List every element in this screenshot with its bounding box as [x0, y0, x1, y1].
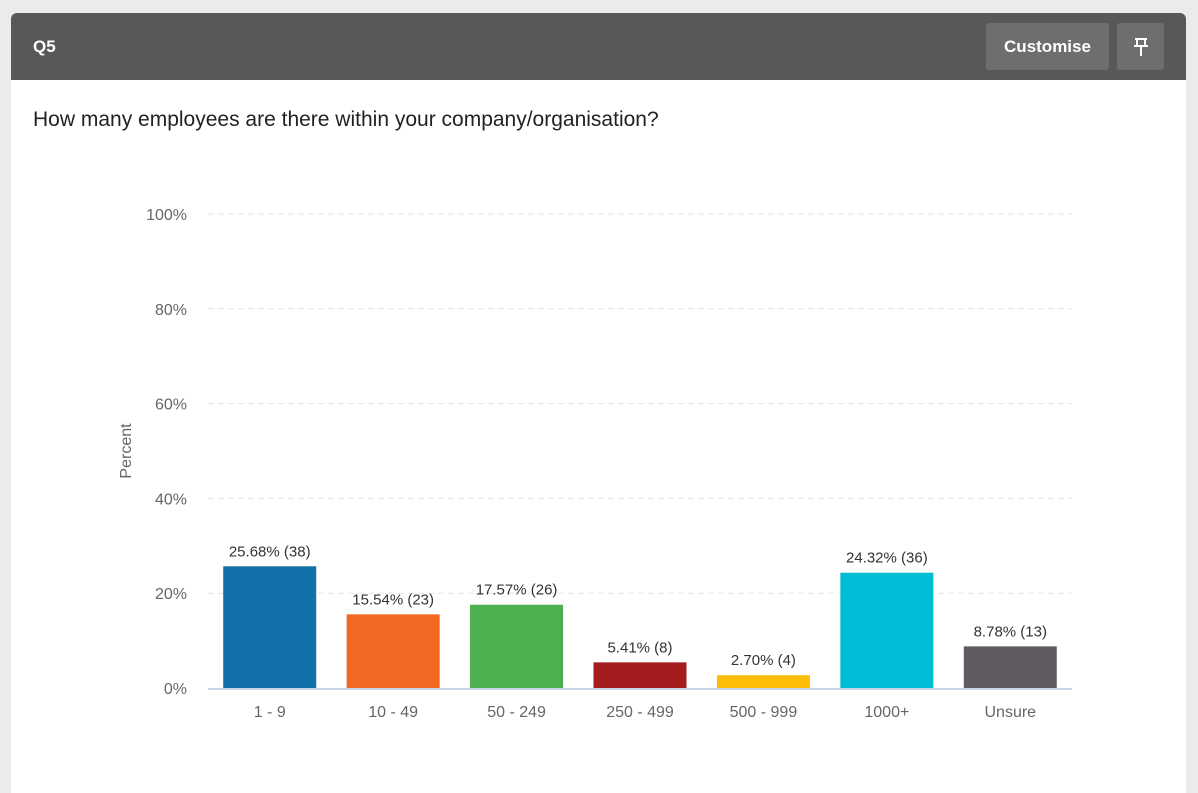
data-label: 17.57% (26) — [476, 582, 558, 599]
question-text: How many employees are there within your… — [33, 108, 659, 131]
data-label: 24.32% (36) — [846, 550, 928, 567]
data-label: 25.68% (38) — [229, 543, 311, 560]
y-tick-label: 80% — [155, 302, 187, 319]
x-tick-label: 250 - 499 — [606, 704, 674, 721]
y-tick-label: 60% — [155, 397, 187, 414]
y-axis-label: Percent — [118, 423, 135, 479]
x-tick-label: 1000+ — [864, 704, 909, 721]
x-tick-label: 50 - 249 — [487, 704, 546, 721]
bar — [223, 566, 317, 688]
question-id: Q5 — [33, 37, 56, 56]
x-tick-label: 500 - 999 — [730, 704, 798, 721]
pin-button[interactable] — [1117, 23, 1164, 70]
y-tick-label: 0% — [164, 681, 187, 698]
y-tick-label: 40% — [155, 491, 187, 508]
x-tick-label: 1 - 9 — [254, 704, 286, 721]
bar — [346, 614, 440, 688]
x-tick-label: 10 - 49 — [368, 704, 418, 721]
customise-button[interactable]: Customise — [986, 23, 1109, 70]
data-label: 8.78% (13) — [974, 623, 1047, 640]
data-label: 15.54% (23) — [352, 591, 434, 608]
data-label: 5.41% (8) — [607, 639, 672, 656]
data-label: 2.70% (4) — [731, 652, 796, 669]
y-tick-label: 100% — [146, 207, 187, 224]
bar — [470, 604, 564, 688]
bar — [716, 675, 810, 688]
pin-icon — [1133, 37, 1148, 56]
bar — [593, 662, 687, 688]
bar — [963, 646, 1057, 688]
card-header: Q5 Customise — [11, 13, 1186, 80]
x-tick-label: Unsure — [984, 704, 1036, 721]
bar — [840, 572, 934, 688]
y-tick-label: 20% — [155, 586, 187, 603]
